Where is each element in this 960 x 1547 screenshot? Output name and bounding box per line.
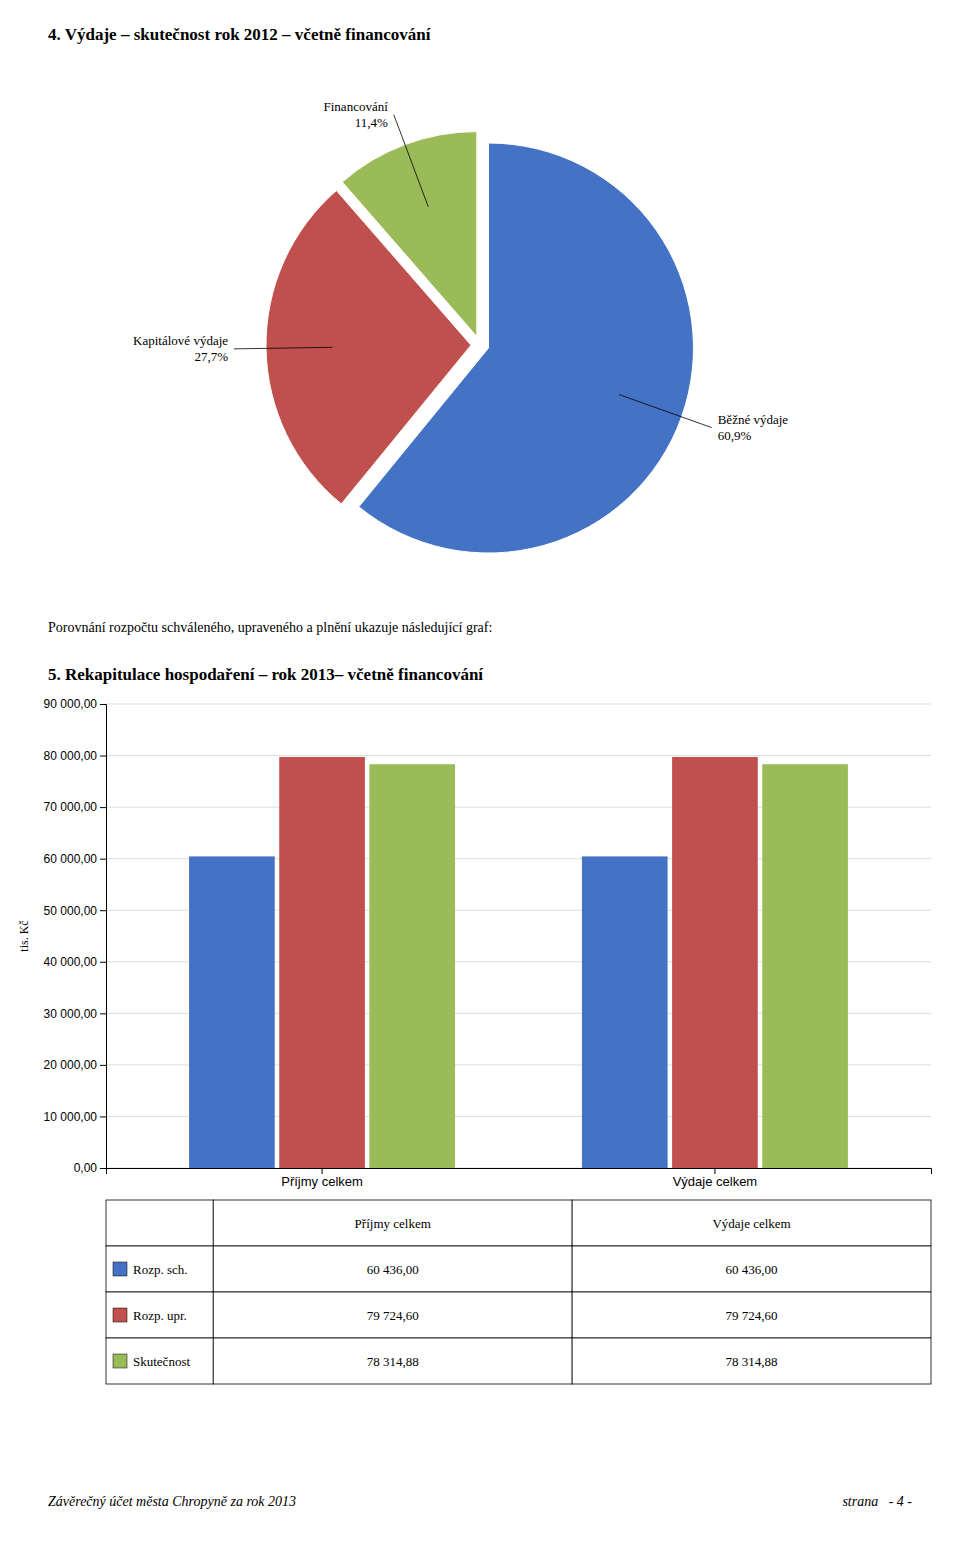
tick: 60 000,00: [44, 852, 106, 866]
axis-line: [100, 705, 107, 1169]
leader-line: [619, 395, 712, 428]
data-label-value: 60,9%: [718, 428, 752, 443]
tick-mark: [100, 1065, 106, 1066]
chart-title: 5. Rekapitulace hospodaření – rok 2013– …: [48, 665, 483, 684]
bar: [582, 856, 668, 1168]
tick-mark: [100, 756, 106, 757]
table-cell: [572, 1292, 931, 1338]
tick: 40 000,00: [44, 955, 106, 969]
table-value: 79 724,60: [726, 1308, 778, 1323]
tick-label: Výdaje celkem: [673, 1174, 758, 1189]
table-cell: [572, 1200, 931, 1246]
tick: 90 000,00: [44, 697, 106, 711]
bar: [762, 764, 848, 1168]
tick-label: 10 000,00: [44, 1110, 98, 1124]
tick-label: 80 000,00: [44, 749, 98, 763]
tick: 10 000,00: [44, 1110, 106, 1124]
tick-mark: [100, 1168, 106, 1169]
tick-label: 90 000,00: [44, 697, 98, 711]
y-axis: 0,00 10 000,00 20 000,00 30 000,00 40 000,00…: [44, 697, 107, 1175]
grid: [106, 704, 931, 1168]
data-table: Příjmy celkem Výdaje celkem Rozp. sch. 60 4…: [106, 1200, 931, 1384]
table-cell: [106, 1200, 213, 1246]
tick: Příjmy celkem: [281, 1168, 363, 1189]
tick-label: 60 000,00: [44, 852, 98, 866]
legend-swatch: [113, 1262, 127, 1276]
tick-mark: [100, 704, 106, 705]
grid-line: [106, 755, 931, 756]
footer: strana - 4 -: [842, 1494, 912, 1509]
table-header: Výdaje celkem: [712, 1216, 790, 1231]
tick-label: 50 000,00: [44, 904, 98, 918]
bar: [189, 856, 275, 1168]
data-label-name: Financování: [324, 99, 389, 114]
tick-label: 30 000,00: [44, 1007, 98, 1021]
legend-label: Skutečnost: [133, 1354, 190, 1369]
tick-mark: [100, 807, 106, 808]
table-value: 78 314,88: [367, 1354, 419, 1369]
x-axis: Příjmy celkem Výdaje celkem: [107, 1168, 932, 1189]
tick-label: 20 000,00: [44, 1058, 98, 1072]
table-value: 60 436,00: [367, 1262, 419, 1277]
tick-mark: [714, 1168, 715, 1174]
axis-line: [107, 1169, 932, 1175]
data-label-value: 11,4%: [355, 115, 388, 130]
legend-label: Rozp. sch.: [133, 1262, 188, 1277]
tick: 30 000,00: [44, 1007, 106, 1021]
bar: [369, 764, 455, 1168]
page: 4. Výdaje – skutečnost rok 2012 – včetně…: [0, 0, 960, 1547]
tick-mark: [100, 1116, 106, 1117]
tick: 0,00: [74, 1161, 106, 1175]
pie-slice: [342, 132, 477, 337]
table-cell: [106, 1338, 213, 1384]
data-label: Kapitálové výdaje27,7%: [133, 333, 228, 364]
tick-label: 70 000,00: [44, 800, 98, 814]
tick-mark: [100, 962, 106, 963]
tick: 20 000,00: [44, 1058, 106, 1072]
bars: [189, 757, 848, 1168]
leader-line: [234, 347, 332, 349]
table-cell: [213, 1338, 572, 1384]
table-value: 79 724,60: [367, 1308, 419, 1323]
bar: [279, 757, 365, 1168]
tick-mark: [100, 1013, 106, 1014]
tick-label: 0,00: [74, 1161, 98, 1175]
data-label: Financování11,4%: [324, 99, 389, 130]
table-cell: [572, 1246, 931, 1292]
legend-label: Rozp. upr.: [133, 1308, 187, 1323]
tick-mark: [100, 910, 106, 911]
tick: 70 000,00: [44, 800, 106, 814]
legend-swatch: [113, 1354, 127, 1368]
tick: 50 000,00: [44, 904, 106, 918]
bar: [672, 757, 758, 1168]
data-label-name: Běžné výdaje: [718, 412, 789, 427]
table-value: 78 314,88: [726, 1354, 778, 1369]
data-label-name: Kapitálové výdaje: [133, 333, 228, 348]
legend-swatch: [113, 1308, 127, 1322]
tick-label: Příjmy celkem: [281, 1174, 363, 1189]
table-header: Příjmy celkem: [355, 1216, 431, 1231]
chart-title: 4. Výdaje – skutečnost rok 2012 – včetně…: [48, 25, 431, 44]
table-cell: [213, 1246, 572, 1292]
leader-line: [394, 115, 428, 207]
tick: Výdaje celkem: [673, 1168, 758, 1189]
tick-mark: [100, 859, 106, 860]
axis-title: tis. Kč: [17, 920, 31, 951]
table-cell: [572, 1338, 931, 1384]
tick-mark: [322, 1168, 323, 1174]
footer: Závěrečný účet města Chropyně za rok 201…: [48, 1494, 296, 1509]
grid-line: [106, 704, 931, 705]
table-cell: [106, 1246, 213, 1292]
data-label-value: 27,7%: [194, 349, 228, 364]
pie: Běžné výdaje60,9% Kapitálové výdaje27,7% F…: [133, 99, 788, 553]
paragraph: Porovnání rozpočtu schváleného, upravené…: [48, 620, 492, 635]
data-label: Běžné výdaje60,9%: [718, 412, 789, 443]
bar-chart: 0,00 10 000,00 20 000,00 30 000,00 40 000,00…: [17, 697, 932, 1189]
table-cell: [213, 1200, 572, 1246]
table-value: 60 436,00: [726, 1262, 778, 1277]
table-cell: [106, 1292, 213, 1338]
tick: 80 000,00: [44, 749, 106, 763]
table-cell: [213, 1292, 572, 1338]
tick-label: 40 000,00: [44, 955, 98, 969]
